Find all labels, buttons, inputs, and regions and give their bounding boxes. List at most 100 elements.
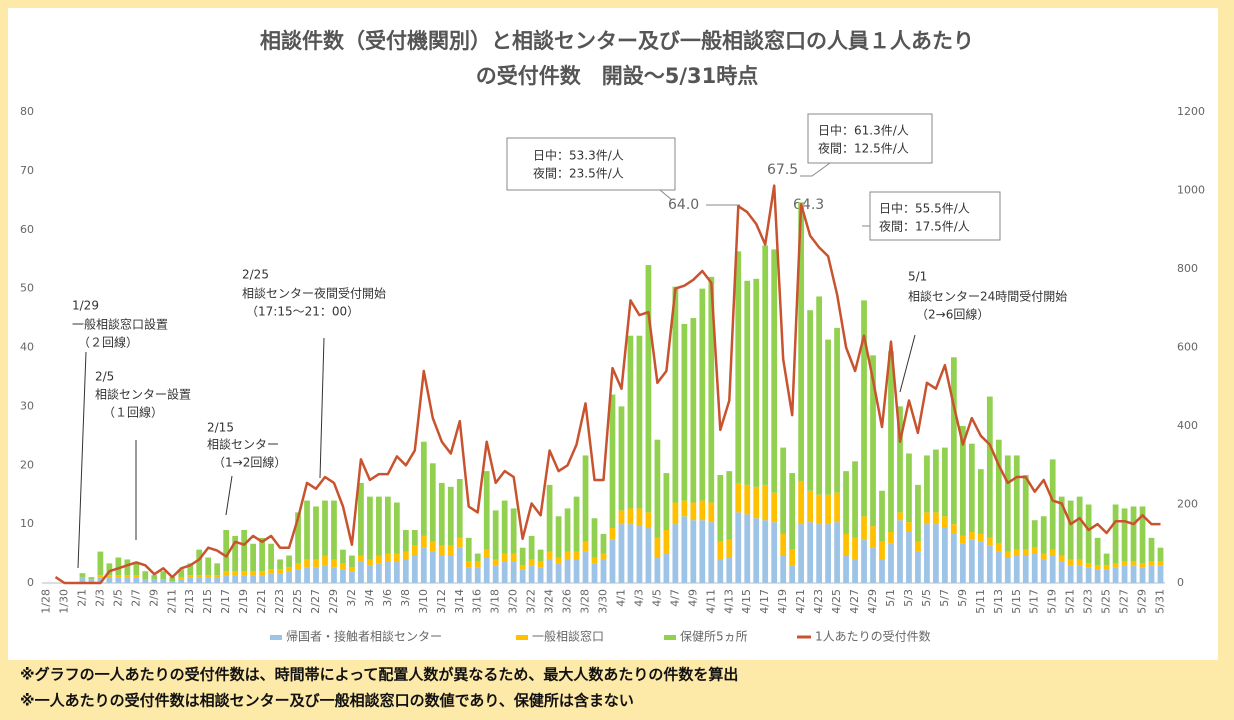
bar-segment (807, 522, 814, 583)
bar-segment (429, 463, 436, 542)
x-tick-label: 2/23 (273, 589, 286, 614)
bar-segment (546, 551, 553, 560)
bar-segment (402, 530, 409, 552)
bar-segment (825, 494, 831, 525)
y-tick-label: 70 (20, 164, 34, 177)
bar-segment (465, 537, 472, 562)
bar-segment (187, 575, 194, 578)
bar-segment (636, 335, 643, 509)
bar-segment (933, 449, 939, 513)
x-tick-label: 5/1 (884, 589, 897, 607)
x-tick-label: 2/27 (309, 589, 322, 614)
annotation: 相談センター夜間受付開始 (242, 286, 386, 301)
bar-segment (654, 439, 661, 538)
bar-segment (1139, 563, 1146, 568)
bar-segment (492, 510, 499, 560)
bar-segment (232, 535, 239, 572)
bar-segment (358, 482, 364, 556)
bar-segment (151, 579, 158, 583)
bar-segment (295, 512, 301, 564)
bar-segment (968, 443, 975, 532)
legend-swatch (270, 635, 282, 640)
bar-segment (223, 571, 230, 576)
bar-segment (447, 486, 454, 546)
bar-segment (959, 426, 966, 536)
bar-segment (843, 555, 849, 583)
bar-segment (1049, 549, 1056, 556)
x-tick-label: 4/7 (668, 589, 681, 607)
x-tick-label: 5/25 (1100, 589, 1113, 614)
bar-segment (367, 496, 373, 560)
bar-segment (142, 571, 149, 580)
x-tick-label: 3/26 (561, 589, 574, 614)
bar-segment (681, 500, 688, 517)
bar-segment (340, 569, 346, 583)
callout-box (807, 113, 933, 164)
bar-segment (600, 533, 607, 554)
x-tick-label: 3/4 (363, 589, 376, 607)
bar-segment (1148, 565, 1155, 583)
bar-segment (205, 557, 212, 576)
bar-segment (340, 549, 346, 564)
bar-segment (888, 351, 894, 532)
bar-segment (106, 563, 113, 576)
x-tick-label: 2/19 (237, 589, 250, 614)
bar-segment (385, 496, 391, 554)
bar-segment (852, 537, 858, 560)
bar-segment (645, 265, 652, 513)
legend-label: 保健所5ヵ所 (680, 630, 748, 644)
bar-segment (789, 565, 796, 583)
x-tick-label: 1/30 (57, 589, 70, 614)
bar-segment (429, 551, 436, 583)
x-tick-label: 3/14 (453, 589, 466, 614)
bar-segment (1004, 455, 1011, 552)
bar-segment (501, 553, 508, 562)
bar-segment (438, 545, 445, 556)
bar-segment (124, 559, 131, 576)
bar-segment (1112, 563, 1119, 568)
bar-segment (897, 406, 903, 513)
callout-text: 日中：55.5件/人 (879, 201, 970, 216)
bar-segment (897, 520, 903, 583)
bar-segment (861, 516, 867, 540)
annotation: 相談センター24時間受付開始 (908, 289, 1067, 304)
y-tick-label: 30 (20, 399, 34, 412)
bar-segment (959, 543, 966, 583)
x-tick-label: 5/29 (1136, 589, 1149, 614)
bar-segment (456, 478, 463, 538)
bar-segment (232, 571, 239, 576)
x-tick-label: 5/11 (974, 589, 987, 614)
bar-segment (861, 300, 867, 517)
bar-segment (340, 563, 346, 570)
peak-label: 64.0 (668, 197, 699, 213)
annotation: 5/1 (908, 270, 927, 284)
x-tick-label: 4/19 (776, 589, 789, 614)
bar-segment (1085, 567, 1092, 583)
bar-segment (510, 553, 517, 562)
bar-segment (717, 541, 724, 560)
bar-segment (735, 251, 742, 483)
bar-segment (268, 543, 274, 570)
bar-segment (933, 512, 939, 525)
bar-segment (1040, 553, 1047, 560)
bar-segment (699, 520, 706, 583)
bar-segment (1103, 569, 1110, 583)
bar-segment (906, 453, 912, 523)
bar-segment (483, 549, 490, 558)
x-tick-label: 5/17 (1028, 589, 1041, 614)
bar-segment (1094, 537, 1101, 566)
x-tick-label: 1/28 (39, 589, 52, 614)
bar-segment (277, 573, 283, 583)
bar-segment (429, 541, 436, 552)
bar-segment (1076, 559, 1083, 566)
bar-segment (492, 559, 499, 566)
annotation: （１回線） (103, 405, 163, 420)
bar-segment (474, 553, 481, 562)
bar-segment (1067, 559, 1074, 566)
bar-segment (178, 577, 185, 580)
bar-segment (807, 490, 814, 523)
bar-segment (897, 512, 903, 521)
line-series (54, 184, 1161, 585)
annotation: 1/29 (72, 299, 99, 313)
